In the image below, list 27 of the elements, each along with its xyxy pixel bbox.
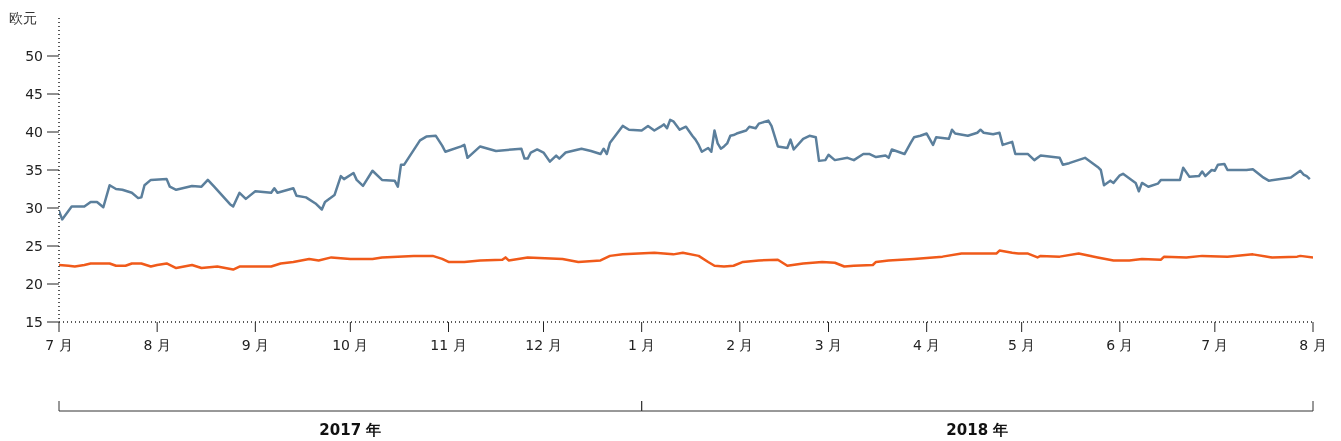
y-tick-label: 25 xyxy=(25,237,43,254)
x-tick-label: 7 月 xyxy=(45,336,73,353)
line-series xyxy=(59,118,1312,221)
text: 2017 年 xyxy=(319,421,382,439)
x-tick-label: 8 月 xyxy=(143,336,171,353)
x-tick-label: 11 月 xyxy=(430,336,467,353)
line-series xyxy=(59,249,1313,271)
x-tick-label: 9 月 xyxy=(241,336,270,353)
y-tick-label: 40 xyxy=(25,123,43,140)
x-tick-label: 2 月 xyxy=(726,336,754,353)
y-tick-label: 45 xyxy=(25,85,43,102)
x-tick-label: 8 月 xyxy=(1299,336,1327,353)
y-tick-label: 15 xyxy=(25,313,43,330)
x-tick-label: 3 月 xyxy=(814,336,843,353)
x-tick-label: 4 月 xyxy=(912,336,941,353)
y-tick-label: 30 xyxy=(25,199,43,216)
x-tick-label: 12 月 xyxy=(525,336,562,353)
x-tick-label: 10 月 xyxy=(332,336,369,353)
y-tick-label: 50 xyxy=(25,47,43,64)
x-tick-label: 5 月 xyxy=(1007,336,1036,353)
x-tick-label: 6 月 xyxy=(1106,336,1134,353)
y-tick-label: 35 xyxy=(25,161,43,178)
text: 2018 年 xyxy=(946,421,1009,439)
x-tick-label: 1 月 xyxy=(627,336,656,353)
y-tick-label: 20 xyxy=(25,275,43,292)
y-axis-title: 欧元 xyxy=(9,10,37,28)
x-tick-label: 7 月 xyxy=(1201,336,1229,353)
